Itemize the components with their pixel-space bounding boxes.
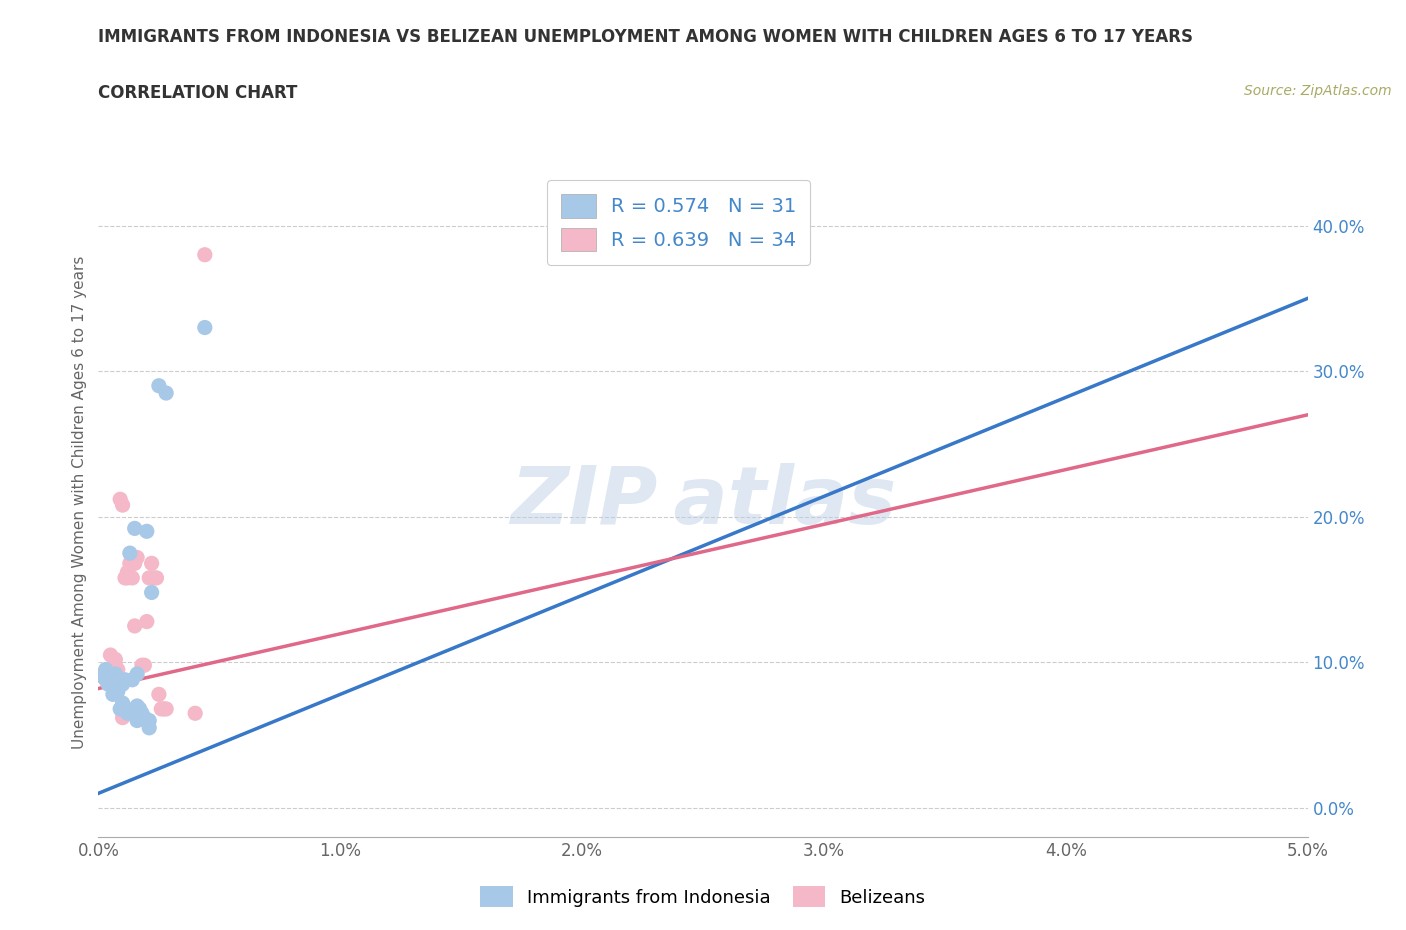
Point — [124, 521, 146, 536]
Point — [135, 713, 157, 728]
Point — [194, 320, 217, 335]
Point — [135, 524, 157, 538]
Point — [138, 721, 160, 736]
Point — [107, 662, 129, 677]
Point — [184, 706, 207, 721]
Point — [111, 677, 134, 692]
Point — [131, 706, 153, 721]
Point — [128, 701, 150, 716]
Point — [100, 647, 122, 662]
Point — [117, 570, 139, 585]
Point — [148, 687, 170, 702]
Point — [91, 670, 114, 684]
Point — [148, 379, 170, 393]
Point — [118, 546, 141, 561]
Point — [127, 550, 149, 565]
Point — [194, 247, 217, 262]
Point — [155, 386, 177, 401]
Point — [100, 672, 122, 687]
Point — [143, 570, 166, 585]
Point — [138, 713, 160, 728]
Point — [138, 570, 160, 585]
Point — [111, 711, 134, 725]
Point — [150, 701, 173, 716]
Point — [121, 570, 143, 585]
Point — [114, 672, 136, 687]
Point — [131, 658, 153, 672]
Point — [117, 706, 139, 721]
Point — [108, 701, 131, 716]
Point — [104, 652, 127, 667]
Point — [118, 556, 141, 571]
Point — [134, 711, 156, 725]
Point — [135, 614, 157, 629]
Point — [91, 667, 114, 682]
Point — [127, 698, 149, 713]
Text: ZIP atlas: ZIP atlas — [510, 463, 896, 541]
Point — [97, 670, 120, 684]
Point — [128, 701, 150, 716]
Point — [108, 492, 131, 507]
Y-axis label: Unemployment Among Women with Children Ages 6 to 17 years: Unemployment Among Women with Children A… — [72, 256, 87, 749]
Point — [127, 701, 149, 716]
Point — [101, 681, 124, 696]
Text: Source: ZipAtlas.com: Source: ZipAtlas.com — [1244, 84, 1392, 98]
Point — [97, 677, 120, 692]
Point — [104, 658, 127, 672]
Point — [141, 556, 163, 571]
Legend: Immigrants from Indonesia, Belizeans: Immigrants from Indonesia, Belizeans — [471, 877, 935, 916]
Text: CORRELATION CHART: CORRELATION CHART — [98, 84, 298, 101]
Point — [124, 701, 146, 716]
Point — [107, 684, 129, 698]
Point — [111, 696, 134, 711]
Point — [145, 570, 167, 585]
Point — [114, 570, 136, 585]
Point — [101, 667, 124, 682]
Point — [104, 667, 127, 682]
Point — [124, 556, 146, 571]
Point — [152, 701, 174, 716]
Point — [155, 701, 177, 716]
Legend: R = 0.574   N = 31, R = 0.639   N = 34: R = 0.574 N = 31, R = 0.639 N = 34 — [547, 180, 810, 265]
Point — [117, 565, 139, 579]
Point — [134, 658, 156, 672]
Point — [124, 618, 146, 633]
Point — [111, 498, 134, 512]
Point — [94, 662, 117, 677]
Point — [94, 672, 117, 687]
Point — [121, 672, 143, 687]
Text: IMMIGRANTS FROM INDONESIA VS BELIZEAN UNEMPLOYMENT AMONG WOMEN WITH CHILDREN AGE: IMMIGRANTS FROM INDONESIA VS BELIZEAN UN… — [98, 28, 1194, 46]
Point — [127, 667, 149, 682]
Point — [141, 585, 163, 600]
Point — [127, 713, 149, 728]
Point — [101, 687, 124, 702]
